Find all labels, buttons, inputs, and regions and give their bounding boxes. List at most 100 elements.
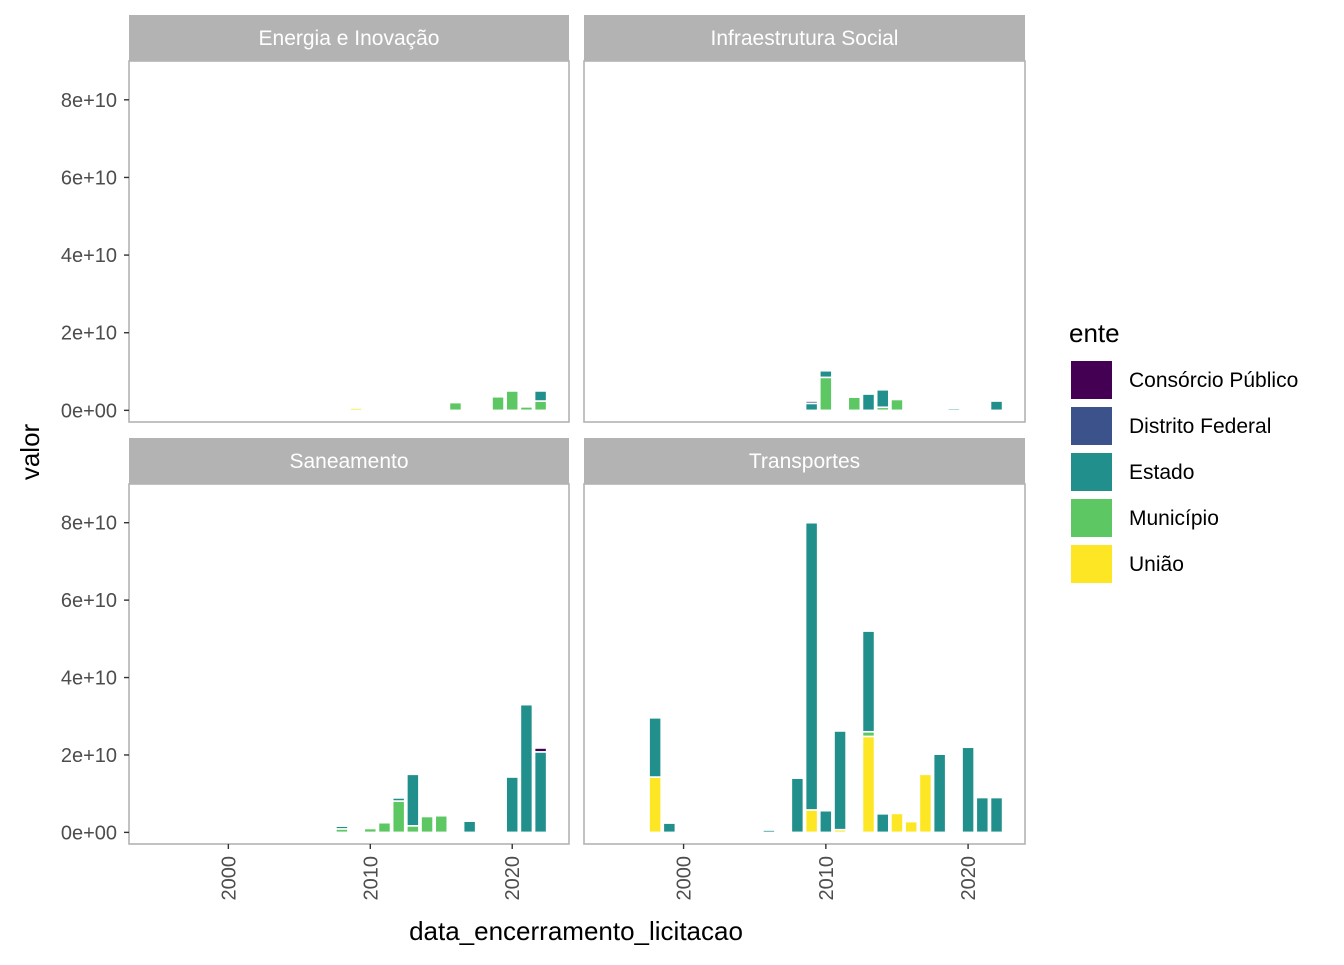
bar-2019-estado [947,407,961,412]
y-tick-label: 6e+10 [61,167,117,189]
bar-2022-estado [989,400,1004,412]
bar-2010-estado [818,369,833,379]
bar-2022-estado [533,390,548,402]
panel-infraestrutura-social: Infraestrutura Social [583,15,1026,423]
bar-1998-uniao [648,776,662,834]
x-tick-label: 2010 [816,856,838,901]
bar-2016-uniao [904,820,919,834]
bar-2009-uniao [804,809,819,834]
legend: ente Consórcio Público Distrito Federal Es… [1069,318,1298,583]
bar-2012-municipio [847,396,862,412]
y-tick-label: 4e+10 [61,245,117,267]
bar-2010-estado [818,809,833,834]
bar-2021-estado [975,796,990,834]
panel-strip [584,438,1025,484]
bar-2013-estado [861,393,876,412]
x-tick-label: 2000 [674,856,696,901]
bar-2021-municipio [519,406,534,412]
y-tick-label: 0e+00 [61,822,117,844]
x-tick-label: 2020 [502,856,524,901]
y-tick-label: 4e+10 [61,668,117,690]
bar-2020-estado [505,776,520,834]
panel-energia-e-inovacao: Energia e Inovação 0e+00 2e+10 4e+10 6e+10 8e… [61,15,570,423]
y-tick-label: 6e+10 [61,590,117,612]
y-tick-label: 8e+10 [61,513,117,535]
panel-title: Transportes [749,450,860,473]
bar-2015-uniao [890,812,904,834]
panel-strip [129,15,569,61]
bar-2022-estado [989,796,1004,834]
bar-2014-estado [875,388,890,409]
bar-2021-estado [519,703,534,834]
bar-2017-uniao [918,773,933,834]
panel-title: Saneamento [289,450,408,473]
x-tick-label: 2010 [360,856,382,901]
bar-2006-estado [762,829,776,834]
bar-2019-municipio [491,395,505,412]
panel-background [129,61,569,422]
legend-label-estado: Estado [1129,461,1194,484]
x-axis-title: data_encerramento_licitacao [409,916,743,946]
legend-key-consorcio-publico [1071,361,1112,399]
bar-2012-estado [391,797,406,802]
legend-title: ente [1069,318,1120,348]
legend-label-municipio: Município [1129,507,1219,530]
bar-2006-municipio [306,830,321,834]
bar-2022-municipio [533,400,548,412]
bar-2015-municipio [434,814,449,834]
legend-label-uniao: União [1129,553,1184,576]
bar-2013-estado [406,773,420,827]
panel-strip [129,438,569,484]
y-tick-label: 2e+10 [61,745,117,767]
bar-2020-municipio [505,390,520,412]
bar-2020-estado [961,746,975,834]
bar-2014-municipio [420,815,434,834]
panel-border [583,483,1026,845]
bar-2010-municipio [363,827,378,834]
y-tick-label: 0e+00 [61,400,117,422]
legend-label-distrito-federal: Distrito Federal [1129,415,1271,438]
bar-2016-municipio [904,408,919,412]
bar-2011-municipio [377,821,392,834]
legend-key-municipio [1071,499,1112,537]
bar-2009-distrito-federal [804,400,819,405]
x-tick-label: 2020 [958,856,980,901]
bar-2015-municipio [890,398,904,412]
bar-2013-municipio [406,825,420,834]
panel-background [129,484,569,844]
panel-border [583,60,1026,423]
bar-2011-estado [833,730,847,831]
bar-2009-estado [804,402,819,412]
bar-2008-estado [335,825,349,830]
y-tick-label: 8e+10 [61,90,117,112]
bar-2009-uniao [349,407,363,412]
bar-2013-uniao [861,735,876,834]
panel-background [584,61,1025,422]
panel-transportes: Transportes 2000 2010 2020 [583,438,1026,901]
bar-2010-municipio [818,376,833,412]
legend-key-distrito-federal [1071,407,1112,445]
panel-border [128,60,570,423]
panel-title: Energia e Inovação [259,27,440,50]
bar-2012-municipio [391,800,406,834]
legend-label-consorcio-publico: Consórcio Público [1129,369,1298,392]
bar-2022-estado [533,751,548,834]
x-tick-label: 2000 [218,856,240,901]
bar-2008-estado [790,777,805,834]
bar-1999-estado [662,822,677,834]
legend-key-estado [1071,453,1112,491]
bar-1998-estado [648,717,662,778]
legend-key-uniao [1071,545,1112,583]
bar-2017-estado [462,820,477,834]
y-tick-label: 2e+10 [61,323,117,345]
bar-2014-estado [875,813,890,834]
bar-2018-estado [932,753,947,834]
panel-saneamento: Saneamento 0e+00 2e+10 4e+10 6e+10 8e+10 2000 2… [61,438,570,901]
bar-2022-consorcio-publico [533,747,548,753]
panel-strip [584,15,1025,61]
bar-2009-estado [804,521,819,811]
bar-2016-municipio [448,401,463,412]
axes-layer: valor data_encerramento_licitacao [15,423,743,946]
